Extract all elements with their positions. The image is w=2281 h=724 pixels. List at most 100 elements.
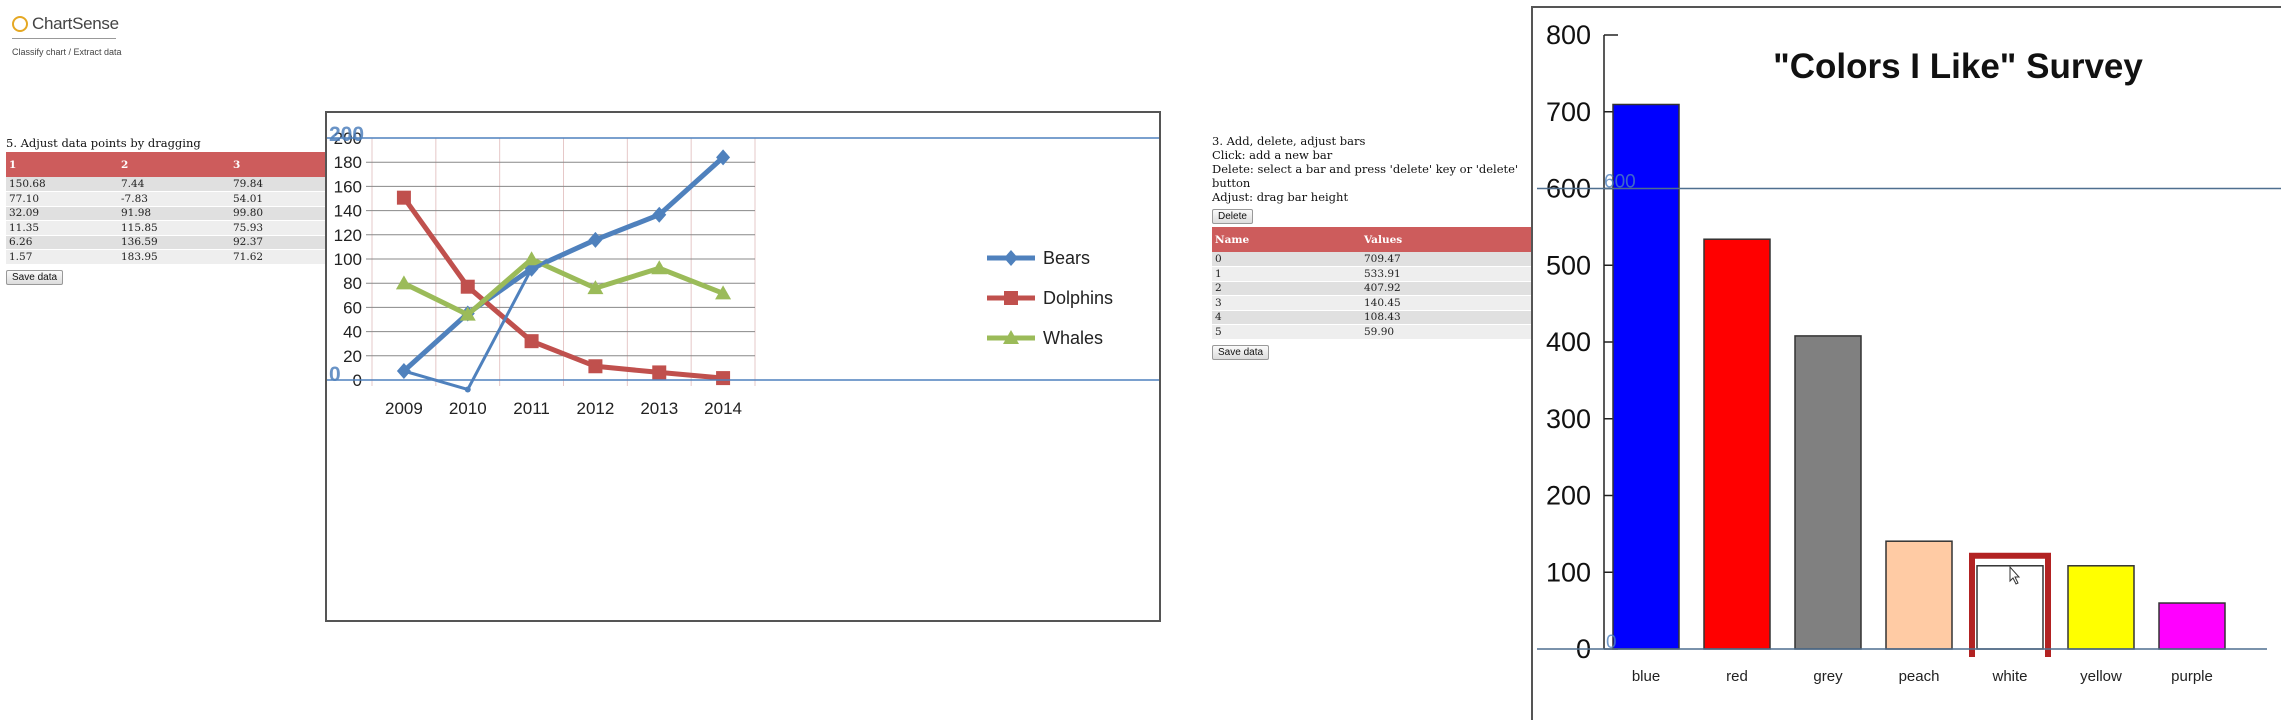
- instruction-line: Delete: select a bar and press 'delete' …: [1212, 162, 1519, 190]
- table-cell[interactable]: 54.01: [230, 191, 326, 207]
- legend-marker: [1004, 291, 1018, 305]
- y-tick-label: 140: [334, 202, 362, 221]
- data-point: [587, 280, 604, 295]
- table-cell[interactable]: 5: [1212, 324, 1361, 340]
- extracted-point: [592, 236, 599, 243]
- line-data-panel: 5. Adjust data points by dragging 1 2 3 …: [6, 136, 326, 285]
- x-tick-label: white: [1991, 668, 2027, 685]
- x-tick-label: 2009: [385, 399, 423, 418]
- table-cell[interactable]: 99.80: [230, 206, 326, 221]
- table-row: 1 533.91: [1212, 266, 1532, 282]
- series-line: [401, 195, 726, 381]
- line-chart-image[interactable]: 020 40 60 80 100 120 140 160 180 200 2009 2010 2011 2…: [325, 111, 1161, 622]
- column-header: 1: [6, 152, 118, 177]
- table-cell[interactable]: 1.57: [6, 249, 118, 265]
- x-tick-label: 2011: [513, 399, 550, 418]
- table-cell[interactable]: -7.83: [118, 191, 230, 207]
- table-cell[interactable]: 92.37: [230, 235, 326, 250]
- legend-label: Dolphins: [1043, 288, 1113, 308]
- table-row: 77.10 -7.83 54.01: [6, 191, 326, 207]
- table-cell[interactable]: 183.95: [118, 249, 230, 265]
- table-cell[interactable]: 91.98: [118, 206, 230, 221]
- table-cell[interactable]: 3: [1212, 295, 1361, 311]
- table-cell[interactable]: 59.90: [1361, 324, 1532, 340]
- extracted-point: [464, 386, 471, 393]
- table-cell[interactable]: 0: [1212, 252, 1361, 267]
- legend-marker: [1004, 250, 1018, 266]
- data-point: [588, 359, 603, 374]
- table-row: 150.68 7.44 79.84: [6, 177, 326, 192]
- table-cell[interactable]: 140.45: [1361, 295, 1532, 311]
- data-point: [459, 306, 476, 321]
- delete-button[interactable]: Delete: [1212, 209, 1253, 224]
- table-cell[interactable]: 150.68: [6, 177, 118, 192]
- app-name: ChartSense: [32, 14, 119, 33]
- y-tick-label: 160: [334, 177, 362, 196]
- x-tick-label: 2013: [640, 399, 678, 418]
- table-cell[interactable]: 71.62: [230, 249, 326, 265]
- save-data-button[interactable]: Save data: [6, 269, 64, 285]
- calibration-label-bottom: 0: [329, 363, 341, 386]
- table-cell[interactable]: 407.92: [1361, 281, 1532, 296]
- bar: [2067, 565, 2135, 650]
- data-point: [716, 371, 731, 386]
- y-tick-label: 500: [1546, 250, 1591, 280]
- table-row: 2 407.92: [1212, 281, 1532, 296]
- data-point: [651, 260, 668, 275]
- extracted-point: [656, 211, 663, 218]
- table-cell[interactable]: 7.44: [118, 177, 230, 192]
- x-tick-label: 2012: [577, 399, 615, 418]
- data-point: [715, 285, 732, 300]
- y-tick-label: 800: [1546, 20, 1591, 50]
- data-point: [396, 190, 411, 205]
- table-row: 1.57 183.95 71.62: [6, 249, 326, 265]
- table-cell[interactable]: 32.09: [6, 206, 118, 221]
- app-logo: ChartSense Classify chart / Extract data: [12, 14, 122, 57]
- extracted-point: [528, 265, 535, 272]
- data-point: [395, 275, 412, 290]
- table-cell[interactable]: 2: [1212, 281, 1361, 296]
- table-cell[interactable]: 709.47: [1361, 252, 1532, 267]
- bar-chart-image[interactable]: 0 100 200 300 400 500 600 700 800 "Colors I Like"…: [1531, 6, 2281, 720]
- table-cell[interactable]: 75.93: [230, 220, 326, 236]
- x-tick-label: 2014: [704, 399, 742, 418]
- table-cell[interactable]: 77.10: [6, 191, 118, 207]
- column-header: Values: [1361, 227, 1532, 252]
- calibration-label-top: 600: [1604, 172, 1636, 193]
- table-cell[interactable]: 533.91: [1361, 266, 1532, 282]
- column-header: Name: [1212, 227, 1361, 252]
- data-point: [524, 334, 539, 349]
- y-tick-label: 60: [343, 298, 362, 317]
- table-row: 3 140.45: [1212, 295, 1532, 311]
- extracted-point: [720, 154, 727, 161]
- table-row: 6.26 136.59 92.37: [6, 235, 326, 250]
- x-tick-label: purple: [2171, 668, 2213, 685]
- y-tick-label: 400: [1546, 327, 1591, 357]
- save-data-button[interactable]: Save data: [1212, 344, 1270, 360]
- x-tick-label: yellow: [2080, 668, 2122, 685]
- legend-marker: [1003, 330, 1019, 344]
- table-cell[interactable]: 11.35: [6, 220, 118, 236]
- x-tick-label: red: [1726, 668, 1748, 685]
- y-tick-label: 100: [334, 250, 362, 269]
- table-cell[interactable]: 1: [1212, 266, 1361, 282]
- y-tick-label: 80: [343, 274, 362, 293]
- table-cell[interactable]: 79.84: [230, 177, 326, 192]
- app-tagline: Classify chart / Extract data: [12, 47, 122, 57]
- y-tick-label: 120: [334, 226, 362, 245]
- logo-ring-icon: [12, 16, 28, 32]
- y-tick-label: 180: [334, 153, 362, 172]
- table-cell[interactable]: 115.85: [118, 220, 230, 236]
- bar: [1794, 335, 1862, 650]
- y-tick-label: 200: [1546, 481, 1591, 511]
- table-cell[interactable]: 4: [1212, 310, 1361, 325]
- y-tick-label: 100: [1546, 557, 1591, 587]
- table-cell[interactable]: 136.59: [118, 235, 230, 250]
- x-tick-label: blue: [1632, 668, 1660, 685]
- table-cell[interactable]: 6.26: [6, 235, 118, 250]
- instruction-line: Adjust: drag bar height: [1212, 190, 1349, 204]
- legend-label: Whales: [1043, 328, 1103, 348]
- table-cell[interactable]: 108.43: [1361, 310, 1532, 325]
- x-tick-label: 2010: [449, 399, 487, 418]
- table-row: 0 709.47: [1212, 252, 1532, 267]
